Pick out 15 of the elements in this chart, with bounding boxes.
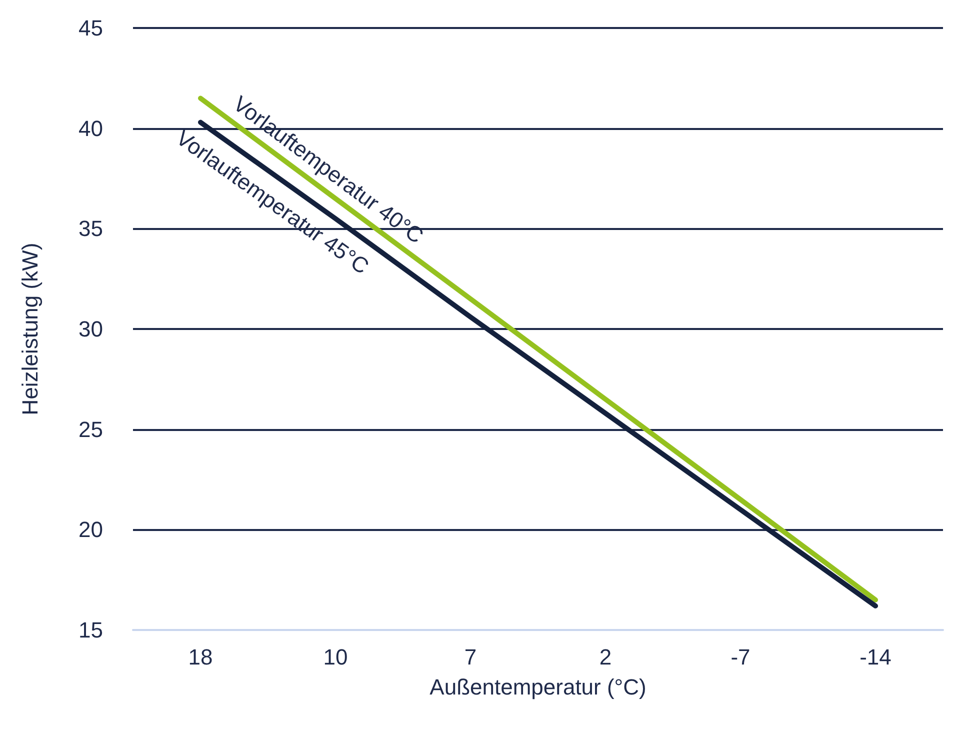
x-axis-title: Außentemperatur (°C) xyxy=(430,674,646,700)
x-tick-label: 10 xyxy=(323,644,348,670)
x-tick-label: -14 xyxy=(860,644,892,670)
y-tick-label: 35 xyxy=(78,216,103,242)
x-tick-label: 7 xyxy=(464,644,477,670)
y-tick-label: 40 xyxy=(78,116,103,141)
x-tick-label: -7 xyxy=(730,644,750,670)
y-tick-label: 30 xyxy=(78,316,103,342)
y-tick-label: 15 xyxy=(78,618,103,642)
y-tick-label: 25 xyxy=(78,416,103,442)
y-tick-label: 45 xyxy=(78,16,103,40)
x-tick-label: 2 xyxy=(599,644,612,670)
y-axis-title: Heizleistung (kW) xyxy=(18,242,42,416)
x-tick-label: 18 xyxy=(188,644,213,670)
y-tick-label: 20 xyxy=(78,517,103,542)
